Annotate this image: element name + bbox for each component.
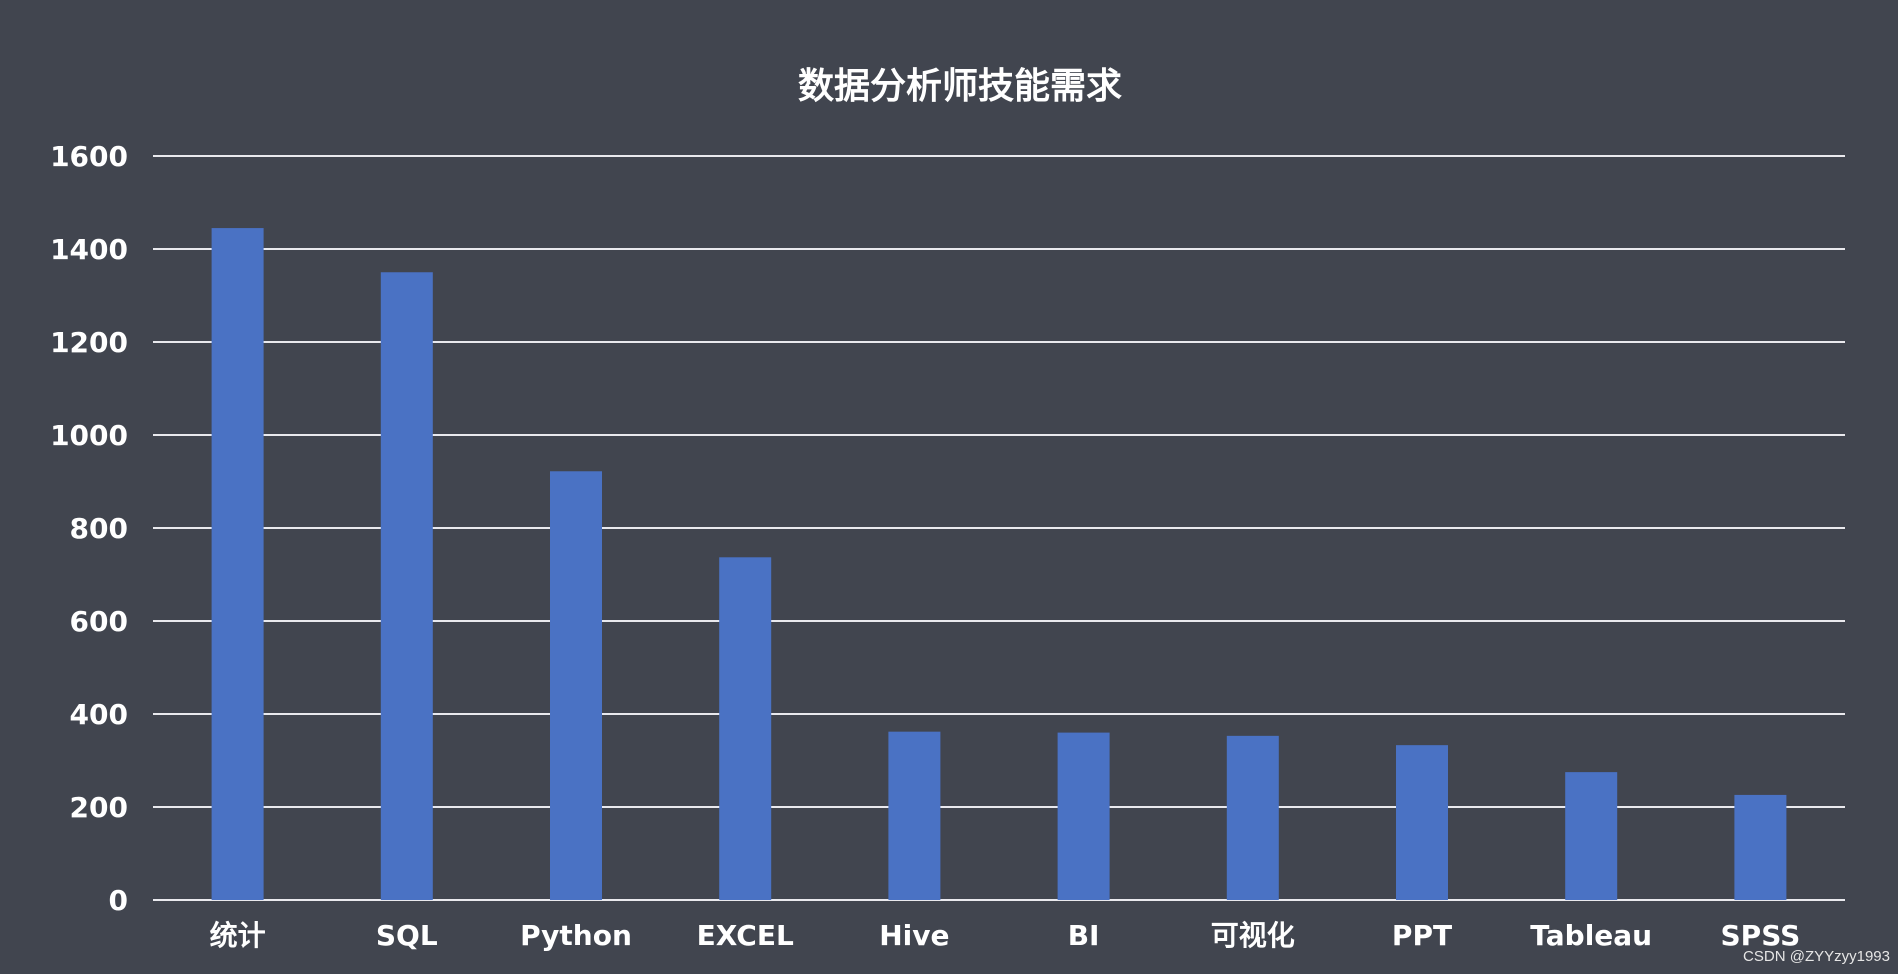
y-tick-label: 1400 bbox=[50, 233, 128, 266]
y-tick-label: 400 bbox=[70, 698, 128, 731]
x-tick-label: 可视化 bbox=[1211, 919, 1295, 952]
gridlines bbox=[153, 155, 1845, 901]
bar bbox=[1565, 772, 1618, 900]
x-tick-label: SQL bbox=[376, 919, 438, 952]
y-tick-label: 200 bbox=[70, 791, 128, 824]
bar bbox=[719, 557, 772, 900]
y-tick-label: 1000 bbox=[50, 419, 128, 452]
y-axis-ticks: 0 200 400 600 800 1000 1200 1400 1600 bbox=[50, 140, 128, 917]
x-tick-label: EXCEL bbox=[697, 919, 794, 952]
x-tick-label: Hive bbox=[879, 919, 949, 952]
bar bbox=[888, 731, 941, 900]
y-tick-label: 0 bbox=[109, 884, 128, 917]
bar bbox=[380, 272, 433, 900]
chart-title: 数据分析师技能需求 bbox=[798, 66, 1122, 107]
bars bbox=[211, 228, 1787, 900]
bar bbox=[211, 228, 264, 900]
x-tick-label: Tableau bbox=[1530, 919, 1652, 952]
bar bbox=[550, 471, 602, 900]
x-axis-labels: 统计 SQL Python EXCEL Hive BI 可视化 PPT Tableau SPSS bbox=[210, 919, 1801, 952]
x-tick-label: BI bbox=[1068, 919, 1100, 952]
y-tick-label: 1600 bbox=[50, 140, 128, 173]
y-tick-label: 1200 bbox=[50, 326, 128, 359]
bar bbox=[1396, 745, 1448, 900]
watermark: CSDN @ZYYzyy1993 bbox=[1743, 948, 1890, 965]
bar bbox=[1057, 732, 1110, 900]
y-tick-label: 600 bbox=[70, 605, 128, 638]
x-tick-label: PPT bbox=[1392, 919, 1452, 952]
y-tick-label: 800 bbox=[70, 512, 128, 545]
x-tick-label: SPSS bbox=[1721, 919, 1801, 952]
x-tick-label: 统计 bbox=[210, 919, 266, 952]
bar bbox=[1734, 794, 1787, 900]
x-tick-label: Python bbox=[520, 919, 632, 952]
bar bbox=[1226, 735, 1279, 900]
